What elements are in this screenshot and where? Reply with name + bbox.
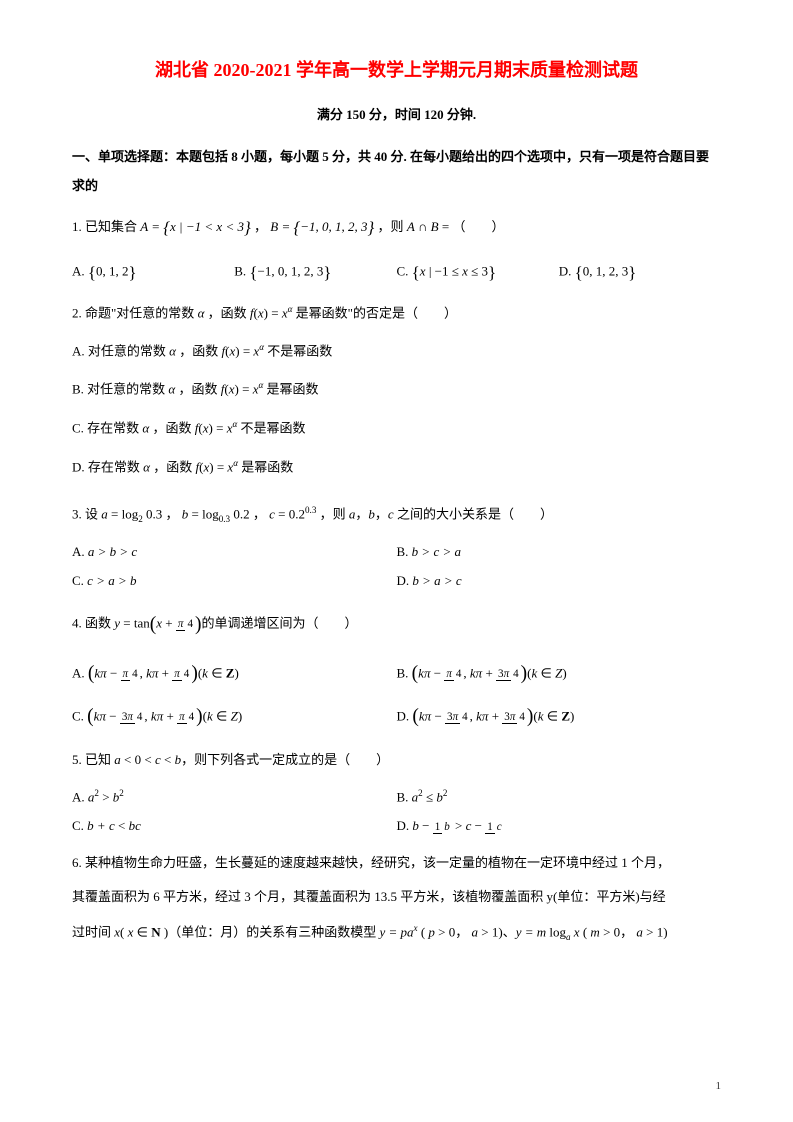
q1-stem: 1. 已知集合 A = {x | −1 < x < 3} ， B = {−1, … bbox=[72, 212, 721, 244]
exam-subtitle: 满分 150 分，时间 120 分钟. bbox=[72, 104, 721, 123]
q5-optD: D. b − 1b > c − 1c bbox=[397, 812, 722, 841]
q3-options: A. a > b > c B. b > c > a C. c > a > b D… bbox=[72, 538, 721, 595]
q6-line2: 其覆盖面积为 6 平方米，经过 3 个月，其覆盖面积为 13.5 平方米，该植物… bbox=[72, 885, 721, 910]
q4-optA: A. (kπ − π4, kπ + π4)(k ∈ Z) bbox=[72, 653, 397, 696]
question-4: 4. 函数 y = tan(x + π4)的单调递增区间为（ ） A. (kπ … bbox=[72, 606, 721, 739]
q1-mid: ， bbox=[254, 219, 270, 234]
q1-prefix: 1. 已知集合 bbox=[72, 219, 140, 234]
q1-options: A. {0, 1, 2} B. {−1, 0, 1, 2, 3} C. {x |… bbox=[72, 254, 721, 291]
q1-optA: A. {0, 1, 2} bbox=[72, 254, 234, 291]
question-1: 1. 已知集合 A = {x | −1 < x < 3} ， B = {−1, … bbox=[72, 212, 721, 291]
q5-optA: A. a2 > b2 bbox=[72, 783, 397, 812]
q5-optC: C. b + c < bc bbox=[72, 812, 397, 841]
q1-optC: C. {x | −1 ≤ x ≤ 3} bbox=[397, 254, 559, 291]
q2-optC: C. 存在常数 α ，函数 f(x) = xα 不是幂函数 bbox=[72, 414, 721, 443]
q1-setB: B = {−1, 0, 1, 2, 3} bbox=[270, 219, 374, 234]
q1-optD: D. {0, 1, 2, 3} bbox=[559, 254, 721, 291]
page-number: 1 bbox=[716, 1080, 722, 1092]
q3-optC: C. c > a > b bbox=[72, 567, 397, 596]
section-1-header: 一、单项选择题：本题包括 8 小题，每小题 5 分，共 40 分. 在每小题给出… bbox=[72, 143, 721, 200]
q2-stem: 2. 命题"对任意的常数 α ，函数 f(x) = xα 是幂函数"的否定是（ … bbox=[72, 301, 721, 326]
q5-optB: B. a2 ≤ b2 bbox=[397, 783, 722, 812]
q6-line3: 过时间 x( x ∈ N )（单位：月）的关系有三种函数模型 y = pax (… bbox=[72, 920, 721, 946]
q2-optA: A. 对任意的常数 α ，函数 f(x) = xα 不是幂函数 bbox=[72, 337, 721, 366]
q2-optD: D. 存在常数 α ，函数 f(x) = xα 是幂函数 bbox=[72, 453, 721, 482]
q4-stem: 4. 函数 y = tan(x + π4)的单调递增区间为（ ） bbox=[72, 606, 721, 643]
q4-options: A. (kπ − π4, kπ + π4)(k ∈ Z) B. (kπ − π4… bbox=[72, 653, 721, 739]
q1-setA: A = {x | −1 < x < 3} bbox=[140, 219, 250, 234]
q6-line1: 6. 某种植物生命力旺盛，生长蔓延的速度越来越快，经研究，该一定量的植物在一定环… bbox=[72, 851, 721, 876]
q4-optC: C. (kπ − 3π4, kπ + π4)(k ∈ Z) bbox=[72, 696, 397, 739]
q4-optB: B. (kπ − π4, kπ + 3π4)(k ∈ Z) bbox=[397, 653, 722, 696]
q1-optB: B. {−1, 0, 1, 2, 3} bbox=[234, 254, 396, 291]
question-6: 6. 某种植物生命力旺盛，生长蔓延的速度越来越快，经研究，该一定量的植物在一定环… bbox=[72, 851, 721, 947]
question-2: 2. 命题"对任意的常数 α ，函数 f(x) = xα 是幂函数"的否定是（ … bbox=[72, 301, 721, 492]
q3-optD: D. b > a > c bbox=[397, 567, 722, 596]
exam-title: 湖北省 2020-2021 学年高一数学上学期元月期末质量检测试题 bbox=[72, 56, 721, 82]
q5-options: A. a2 > b2 B. a2 ≤ b2 C. b + c < bc D. b… bbox=[72, 783, 721, 841]
question-3: 3. 设 a = log2 0.3 ， b = log0.3 0.2 ， c =… bbox=[72, 502, 721, 595]
q4-optD: D. (kπ − 3π4, kπ + 3π4)(k ∈ Z) bbox=[397, 696, 722, 739]
q3-stem: 3. 设 a = log2 0.3 ， b = log0.3 0.2 ， c =… bbox=[72, 502, 721, 528]
q1-suffix: ，则 A ∩ B = （ ） bbox=[378, 219, 505, 234]
q2-options: A. 对任意的常数 α ，函数 f(x) = xα 不是幂函数 B. 对任意的常… bbox=[72, 337, 721, 493]
q5-stem: 5. 已知 a < 0 < c < b，则下列各式一定成立的是（ ） bbox=[72, 748, 721, 773]
q3-optA: A. a > b > c bbox=[72, 538, 397, 567]
q3-optB: B. b > c > a bbox=[397, 538, 722, 567]
q2-optB: B. 对任意的常数 α ，函数 f(x) = xα 是幂函数 bbox=[72, 375, 721, 404]
question-5: 5. 已知 a < 0 < c < b，则下列各式一定成立的是（ ） A. a2… bbox=[72, 748, 721, 840]
